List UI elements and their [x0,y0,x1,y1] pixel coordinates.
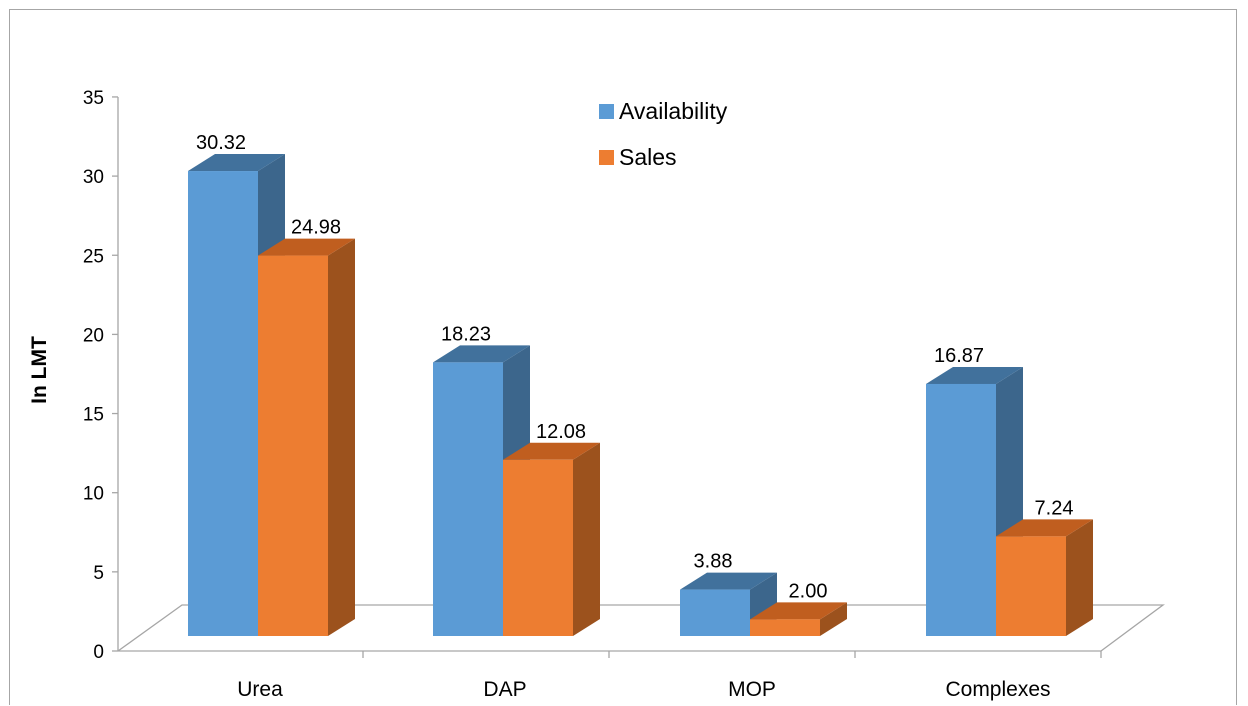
bar-availability-complexes [926,366,1023,636]
data-label: 24.98 [291,217,341,239]
legend: Availability Sales [599,98,728,170]
y-tick-label: 30 [83,167,104,188]
x-tick-label: Urea [237,678,283,701]
bars [188,154,1093,637]
bar-sales-dap [503,442,600,636]
y-tick-label: 15 [83,405,104,426]
y-axis-label: In LMT [28,336,51,404]
legend-swatch-sales [599,150,614,165]
y-tick-label: 5 [93,563,104,584]
data-label: 2.00 [789,580,828,602]
chart-floor [117,604,1165,658]
bar-availability-mop [680,572,777,636]
data-label: 30.32 [196,132,246,154]
bar-sales-mop [750,602,847,636]
data-label: 16.87 [934,345,984,367]
y-tick-label: 10 [83,484,104,505]
y-tick-label: 0 [93,642,104,663]
legend-swatch-availability [599,104,614,119]
bar-sales-urea [258,238,355,637]
y-tick-label: 35 [83,88,104,109]
data-label: 7.24 [1035,497,1074,519]
chart-frame [9,9,1237,705]
data-label: 3.88 [694,551,733,573]
data-label: 12.08 [536,421,586,443]
x-tick-label: MOP [728,678,776,701]
legend-label-availability: Availability [619,98,728,124]
data-label: 18.23 [441,323,491,345]
x-tick-label: DAP [483,678,526,701]
legend-label-sales: Sales [619,144,677,170]
data-labels: 30.32 24.98 18.23 12.08 3.88 2.00 16.87 7.24 [196,132,1074,602]
y-tick-label: 20 [83,325,104,346]
x-tick-label: Complexes [945,678,1050,701]
y-axis: 0 5 10 15 20 25 30 35 Urea DAP MOP Complexes [83,88,1051,701]
y-tick-label: 25 [83,246,104,267]
bar-sales-complexes [996,519,1093,636]
